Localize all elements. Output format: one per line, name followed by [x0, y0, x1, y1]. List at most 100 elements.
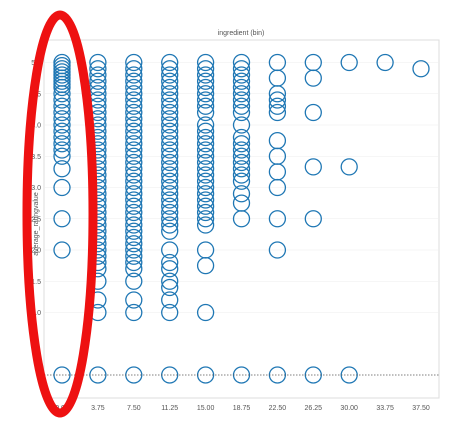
x-tick-label: 26.25: [305, 405, 323, 412]
data-point: [232, 60, 251, 78]
data-point: [196, 135, 215, 153]
data-point: [268, 103, 287, 122]
data-point: [125, 253, 143, 272]
data-point: [161, 216, 179, 234]
data-point: [232, 85, 251, 103]
data-point: [125, 78, 143, 97]
data-point: [161, 197, 179, 215]
gridlines: [44, 62, 439, 313]
data-point: [196, 210, 215, 228]
x-tick-label: 7.50: [127, 405, 141, 412]
data-point: [161, 128, 179, 147]
data-point: [161, 78, 179, 97]
data-point: [125, 135, 143, 153]
x-tick-label: 15.00: [197, 405, 215, 412]
data-point: [53, 122, 71, 140]
data-point: [125, 141, 143, 159]
data-point: [161, 147, 179, 165]
data-point: [53, 78, 71, 97]
x-tick-label: 22.50: [269, 405, 287, 412]
data-point: [196, 185, 215, 203]
data-point: [161, 116, 179, 134]
data-point: [232, 166, 251, 184]
data-point: [196, 303, 215, 322]
x-tick-label: 33.75: [376, 405, 394, 412]
data-point: [161, 85, 179, 103]
x-axis-ticks: 0.00 3.75 7.50 11.25 15.00 18.75 22.50 26.25 30.…: [55, 405, 430, 412]
data-point: [304, 69, 322, 87]
data-point: [161, 160, 179, 178]
data-point: [125, 116, 143, 134]
data-point: [232, 97, 251, 115]
data-point: [196, 216, 215, 234]
data-point: [196, 85, 215, 103]
data-point: [125, 122, 143, 140]
data-point: [125, 247, 143, 265]
data-point: [196, 178, 215, 197]
data-point: [232, 128, 251, 147]
data-point: [161, 178, 179, 197]
data-point: [125, 191, 143, 209]
data-point: [125, 128, 143, 147]
data-point: [196, 103, 215, 122]
data-point: [89, 72, 107, 90]
data-point: [232, 78, 251, 97]
data-point: [376, 53, 394, 72]
data-point: [125, 272, 143, 290]
data-point: [232, 103, 251, 122]
data-point: [125, 72, 143, 90]
data-point: [161, 97, 179, 115]
data-point: [125, 235, 143, 253]
data-point: [89, 66, 107, 84]
data-point: [196, 141, 215, 159]
data-point: [232, 141, 251, 159]
y-tick-label: 1.0: [31, 310, 41, 317]
data-point: [161, 241, 179, 259]
data-point: [232, 147, 251, 165]
x-tick-label: 37.50: [412, 405, 430, 412]
data-point: [304, 158, 322, 176]
y-tick-label: 4.0: [31, 123, 41, 130]
x-tick-label: 3.75: [91, 405, 105, 412]
data-point: [125, 303, 143, 322]
data-point: [268, 178, 287, 197]
data-point: [53, 91, 71, 109]
data-point: [125, 241, 143, 259]
data-point: [161, 291, 179, 309]
data-point: [161, 172, 179, 190]
data-point: [53, 178, 71, 197]
x-tick-label: 11.25: [161, 405, 178, 412]
data-point: [53, 128, 71, 147]
data-point: [161, 53, 179, 72]
data-point: [53, 147, 71, 165]
data-point: [125, 160, 143, 178]
data-point: [53, 241, 71, 259]
data-point: [161, 222, 179, 240]
data-point: [125, 103, 143, 122]
data-point: [125, 197, 143, 215]
data-point: [125, 228, 143, 247]
data-point: [125, 110, 143, 128]
data-point: [196, 116, 215, 134]
data-point: [161, 60, 179, 78]
data-point: [125, 60, 143, 78]
data-point: [196, 97, 215, 115]
data-point: [161, 278, 179, 297]
data-point: [196, 53, 215, 72]
data-point: [232, 91, 251, 109]
data-point: [232, 135, 251, 153]
data-point: [232, 53, 251, 72]
data-point: [161, 66, 179, 84]
data-point: [268, 85, 287, 103]
data-point: [232, 153, 251, 172]
y-tick-label: 3.0: [31, 185, 41, 192]
data-point: [125, 97, 143, 115]
data-point: [196, 66, 215, 84]
data-point: [161, 210, 179, 228]
data-point: [161, 260, 179, 278]
data-point: [125, 53, 143, 72]
data-point: [53, 85, 71, 103]
data-point: [196, 256, 215, 275]
data-point: [53, 103, 71, 122]
data-point: [196, 203, 215, 222]
